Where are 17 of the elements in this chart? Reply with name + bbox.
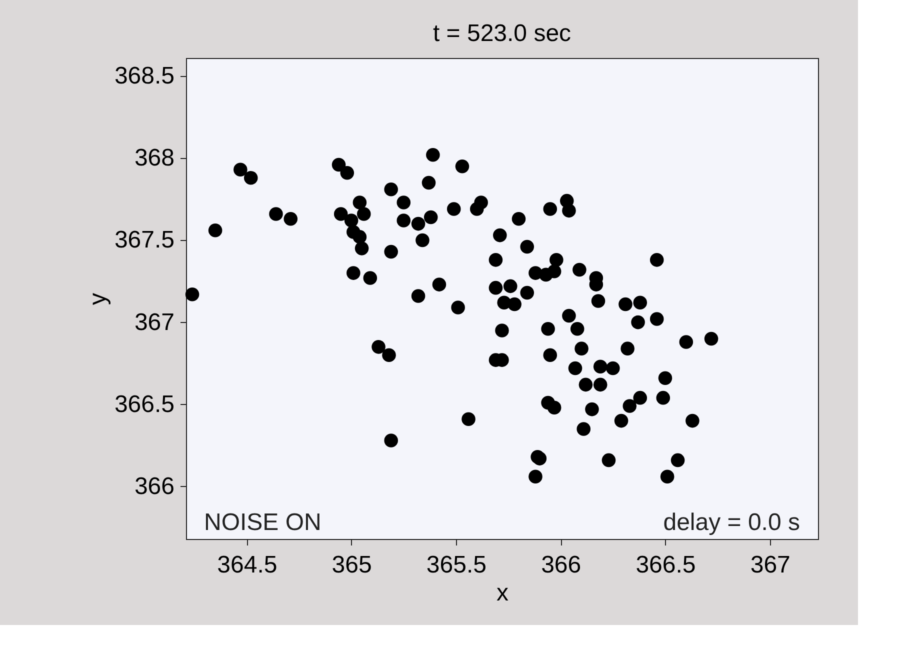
- y-tick-label: 367: [134, 308, 174, 336]
- y-tick-label: 366: [134, 472, 174, 500]
- y-tick-label: 368.5: [114, 62, 174, 90]
- x-tick-label: 365: [332, 552, 372, 578]
- x-tick-label: 364.5: [217, 552, 278, 578]
- chart-title: t = 523.0 sec: [432, 20, 572, 47]
- x-axis-title: x: [496, 580, 508, 606]
- y-tick-label: 366.5: [114, 390, 174, 418]
- annotation: NOISE ON: [204, 509, 322, 536]
- x-tick-label: 365.5: [426, 552, 486, 578]
- x-tick-label: 366: [541, 552, 582, 578]
- y-tick-label: 368: [134, 144, 174, 172]
- x-tick-label: 366.5: [636, 552, 696, 578]
- x-tick-label: 367: [750, 552, 790, 578]
- y-axis-title: y: [84, 293, 112, 305]
- annotation: delay = 0.0 s: [663, 509, 800, 536]
- y-tick-label: 367.5: [114, 226, 174, 254]
